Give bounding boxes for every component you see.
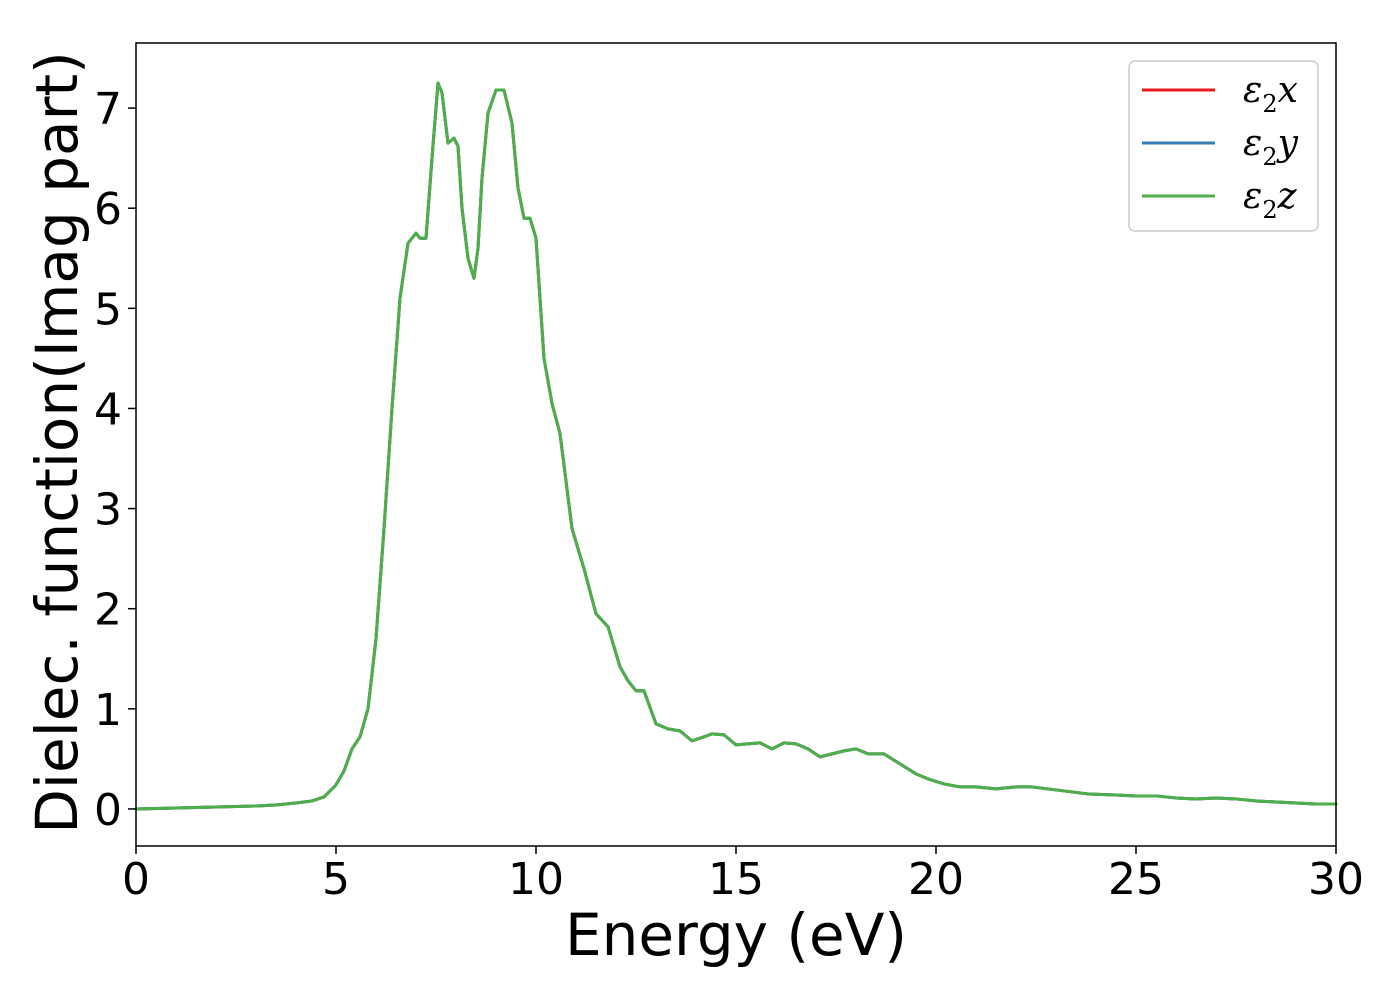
x-tick-label: 30 [1308, 854, 1364, 905]
x-tick-label: 15 [708, 854, 764, 905]
legend-label-x: ε2x [1243, 70, 1298, 118]
y-tick-label: 1 [94, 685, 122, 736]
x-tick-label: 20 [908, 854, 964, 905]
y-tick-label: 2 [94, 585, 122, 636]
y-tick-label: 7 [94, 84, 122, 135]
legend-label-z: ε2z [1243, 176, 1298, 224]
y-tick-label: 6 [94, 184, 122, 235]
y-tick-label: 3 [94, 485, 122, 536]
y-tick-label: 0 [94, 785, 122, 836]
x-tick-label: 25 [1108, 854, 1164, 905]
y-tick-label: 4 [94, 384, 122, 435]
y-axis-label: Dielec. function(Imag part) [23, 51, 91, 834]
x-tick-label: 5 [322, 854, 350, 905]
series-line-z [134, 81, 1338, 811]
x-tick-label: 0 [122, 854, 150, 905]
legend-label-y: ε2y [1243, 123, 1299, 171]
legend: ε2x ε2y ε2z [1128, 60, 1319, 232]
x-tick-layer: 0 5 10 15 20 25 30 [122, 846, 1364, 905]
legend-box [1128, 60, 1319, 232]
y-tick-label: 5 [94, 284, 122, 335]
y-tick-layer: 0 1 2 3 4 5 6 7 [94, 84, 136, 836]
series-layer [134, 81, 1338, 811]
x-tick-label: 10 [508, 854, 564, 905]
x-axis-label: Energy (eV) [565, 901, 907, 969]
